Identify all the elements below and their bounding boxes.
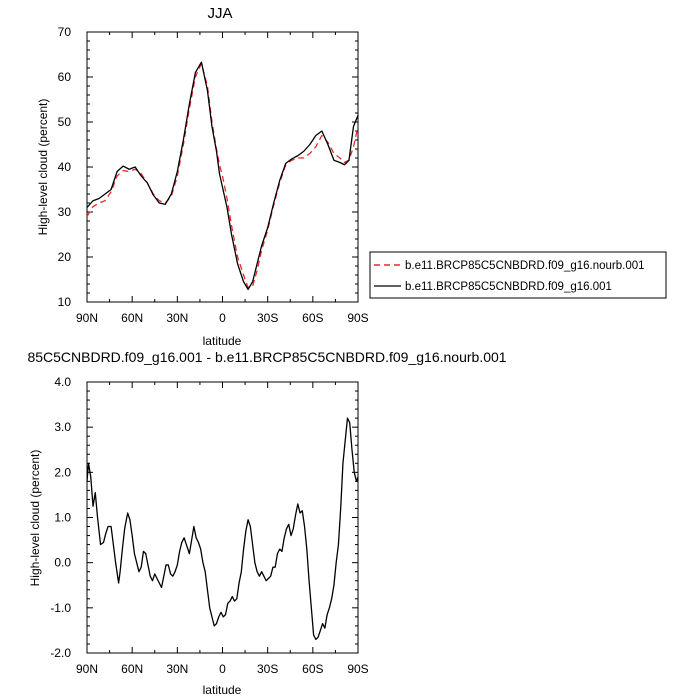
bottom-y-tick-label: 4.0 xyxy=(54,375,71,389)
top-axis-ticks: 90N 60N 30N 0 30S 60S 90S 10 20 30 40 50 60 70 xyxy=(58,25,369,325)
bottom-plot-frame xyxy=(86,381,359,654)
top-x-tick-label: 0 xyxy=(219,311,226,325)
bottom-y-tick-label: -1.0 xyxy=(50,601,71,615)
top-series-lines xyxy=(86,61,359,291)
top-series-line-1 xyxy=(86,61,359,291)
top-y-tick-label: 60 xyxy=(58,70,72,84)
bottom-series-line-0 xyxy=(86,417,359,641)
top-y-tick-label: 10 xyxy=(58,295,72,309)
bottom-x-tick-label: 60S xyxy=(302,662,323,676)
bottom-y-tick-label: 0.0 xyxy=(54,556,71,570)
bottom-x-tick-label: 90S xyxy=(347,662,368,676)
top-series-line-0 xyxy=(86,62,359,289)
bottom-x-tick-label: 0 xyxy=(219,662,226,676)
top-chart-title: JJA xyxy=(207,5,232,22)
top-x-tick-label: 90N xyxy=(76,311,98,325)
bottom-y-axis-label: High-level cloud (percent) xyxy=(28,450,42,587)
bottom-chart-title: 85C5CNBDRD.f09_g16.001 - b.e11.BRCP85C5C… xyxy=(27,349,506,365)
top-y-tick-label: 50 xyxy=(58,115,72,129)
legend-label-nourb: b.e11.BRCP85C5CNBDRD.f09_g16.nourb.001 xyxy=(405,260,645,272)
top-x-tick-label: 30S xyxy=(257,311,278,325)
top-x-axis-label: latitude xyxy=(203,334,242,348)
top-y-axis-label: High-level cloud (percent) xyxy=(36,99,50,236)
legend-label-control: b.e11.BRCP85C5CNBDRD.f09_g16.001 xyxy=(405,281,612,293)
bottom-x-tick-label: 60N xyxy=(121,662,143,676)
top-x-tick-label: 90S xyxy=(347,311,368,325)
bottom-x-tick-label: 30N xyxy=(166,662,188,676)
bottom-y-tick-label: -2.0 xyxy=(50,646,71,660)
bottom-y-tick-label: 3.0 xyxy=(54,420,71,434)
bottom-x-tick-label: 30S xyxy=(257,662,278,676)
bottom-y-tick-label: 1.0 xyxy=(54,511,71,525)
top-plot-frame xyxy=(86,31,359,303)
top-chart: JJA 90N 60N 30N 0 30S 60S 90S 10 20 30 40 50 60 70 la… xyxy=(36,5,369,348)
bottom-x-axis-label: latitude xyxy=(203,683,242,697)
bottom-chart: 85C5CNBDRD.f09_g16.001 - b.e11.BRCP85C5C… xyxy=(27,349,506,697)
top-x-tick-label: 30N xyxy=(166,311,188,325)
top-y-tick-label: 30 xyxy=(58,205,72,219)
top-y-tick-label: 40 xyxy=(58,160,72,174)
legend: b.e11.BRCP85C5CNBDRD.f09_g16.nourb.001 b… xyxy=(369,251,667,299)
bottom-x-tick-label: 90N xyxy=(76,662,98,676)
legend-box xyxy=(369,251,667,299)
bottom-series-lines xyxy=(86,417,359,641)
top-x-tick-label: 60N xyxy=(121,311,143,325)
top-y-tick-label: 20 xyxy=(58,250,72,264)
bottom-y-tick-label: 2.0 xyxy=(54,465,71,479)
top-y-tick-label: 70 xyxy=(58,25,72,39)
top-x-tick-label: 60S xyxy=(302,311,323,325)
